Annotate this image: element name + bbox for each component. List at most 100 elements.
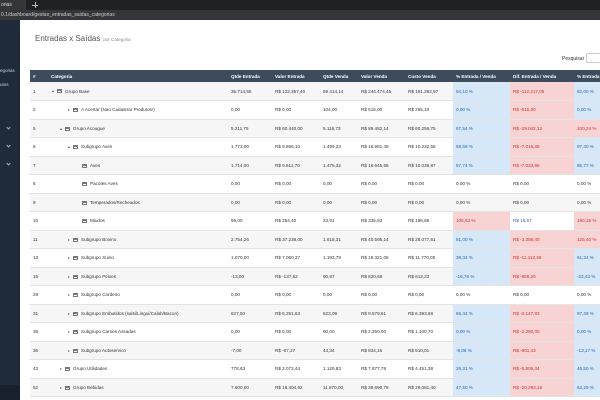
- category-icon: [73, 274, 78, 279]
- category-cell: Grupo Base: [48, 82, 228, 101]
- sidebar-chevron[interactable]: [6, 161, 11, 166]
- data-cell: 0,00: [228, 285, 272, 305]
- data-cell: R$ 0,00: [405, 285, 453, 305]
- data-cell: R$ 820,68: [358, 267, 405, 286]
- data-cell: R$ 37.238,00: [272, 230, 320, 249]
- category-name: Subgrupo Embutidos (salsi/Lingui/Calab/B…: [81, 310, 179, 316]
- expand-toggle[interactable]: [60, 127, 62, 130]
- column-header[interactable]: Valor Entrada: [272, 70, 320, 82]
- row-id: 5: [30, 119, 48, 138]
- content: Entradas x Saídas por Categoria Pesquisar…: [20, 20, 600, 400]
- sidebar-footer: [0, 385, 20, 400]
- category-name: Subgrupo Aves: [81, 144, 113, 150]
- address-bar[interactable]: 0.1/dashboard/gestao_entradas_saidas_cat…: [0, 10, 600, 20]
- data-cell: R$ 0,00: [405, 193, 453, 212]
- expand-toggle[interactable]: [68, 257, 70, 260]
- sidebar-chevron[interactable]: [6, 125, 11, 130]
- category-icon: [73, 145, 78, 150]
- expand-toggle[interactable]: [68, 331, 70, 334]
- data-cell: R$ -29.042,12: [510, 119, 574, 138]
- column-header[interactable]: Qtde Venda: [320, 70, 358, 82]
- column-header[interactable]: Qtde Entrada: [228, 70, 272, 82]
- data-cell: R$ 11.770,00: [405, 248, 453, 268]
- category-icon: [65, 385, 70, 390]
- category-icon: [82, 182, 87, 187]
- data-cell: 65,44 %: [453, 304, 510, 323]
- category-cell: Pacotes Aves: [48, 174, 228, 194]
- table-row: 15 Subgrupo Peixes -13,00 R$ -137,52 90,97 R$…: [30, 267, 600, 286]
- expand-toggle[interactable]: [60, 368, 62, 371]
- data-cell: 63,29 %: [574, 378, 600, 397]
- data-cell: R$ 0,00: [510, 174, 574, 194]
- data-cell: 5.211,75: [228, 119, 272, 138]
- column-header[interactable]: #: [30, 70, 48, 82]
- row-id: 10: [30, 211, 48, 231]
- data-cell: 0,00: [320, 193, 358, 212]
- category-cell: Grupo Acougue: [48, 119, 228, 138]
- search-input[interactable]: [586, 53, 600, 63]
- expand-toggle[interactable]: [60, 386, 62, 389]
- row-id: 13: [30, 248, 48, 268]
- data-cell: R$ 10.039,87: [405, 156, 453, 175]
- category-cell: Grupo Bebidas: [48, 378, 228, 397]
- data-cell: 1.714,00: [228, 156, 272, 175]
- category-name: Grupo Base: [65, 88, 90, 94]
- table-row: 36 Subgrupo Autoservico -7,00 R$ -67,27 44,3…: [30, 341, 600, 360]
- header-row: # Categoria Qtde Entrada Valor Entrada Qtde …: [30, 70, 600, 82]
- expand-toggle[interactable]: [68, 294, 70, 297]
- table-row: 29 Subgrupo Cordeiro 0,00 R$ 0,00 0,00 R$ 0,0…: [30, 285, 600, 305]
- data-cell: R$ 40.595,14: [358, 230, 405, 249]
- category-icon: [65, 126, 70, 131]
- expand-toggle[interactable]: [68, 238, 70, 241]
- table-row: 9 Temperados/Recheados 0,00 R$ 0,00 0,00 R$ 0…: [30, 193, 600, 212]
- expand-toggle[interactable]: [68, 275, 70, 278]
- data-cell: 11.870,00: [320, 378, 358, 397]
- expand-toggle[interactable]: [68, 349, 70, 352]
- data-cell: R$ -901,43: [510, 341, 574, 360]
- data-cell: R$ 335,83: [358, 211, 405, 231]
- data-cell: R$ 89.482,14: [358, 119, 405, 138]
- column-header[interactable]: % Entrada: [574, 70, 600, 82]
- category-name: Subgrupo Peixes: [81, 273, 116, 279]
- data-cell: R$ 354,40: [272, 211, 320, 231]
- expand-toggle[interactable]: [68, 312, 70, 315]
- new-tab-button[interactable]: [32, 2, 38, 8]
- row-id: 6: [30, 137, 48, 157]
- data-cell: 57,74 %: [453, 156, 510, 175]
- data-cell: 0,00: [228, 174, 272, 194]
- data-cell: 1.070,00: [228, 248, 272, 268]
- data-cell: R$ 0,00: [272, 322, 320, 342]
- data-cell: R$ 244.474,45: [358, 82, 405, 101]
- sidebar-chevron[interactable]: [6, 143, 11, 148]
- expand-toggle[interactable]: [68, 109, 70, 112]
- data-cell: R$ 18,57: [510, 211, 574, 231]
- data-cell: R$ 0,00: [405, 174, 453, 194]
- sidebar-item[interactable]: egorias: [0, 68, 15, 73]
- column-header[interactable]: Valor Venda: [358, 70, 405, 82]
- data-cell: R$ -11.112,69: [510, 248, 574, 268]
- browser-tab[interactable]: orias: [0, 0, 26, 10]
- category-cell: Subgrupo Peixes: [48, 267, 228, 286]
- expand-toggle[interactable]: [68, 146, 70, 149]
- data-cell: -7,00: [228, 341, 272, 360]
- sidebar: egorias utos: [0, 20, 20, 400]
- category-cell: Subgrupo Aves: [48, 137, 228, 157]
- category-name: Subgrupo Carnes Assadas: [81, 329, 136, 335]
- data-cell: R$ 60.256,75: [405, 119, 453, 138]
- data-cell: 0,00: [228, 100, 272, 120]
- category-name: Subgrupo Autoservico: [81, 347, 126, 353]
- column-header[interactable]: Custo Venda: [405, 70, 453, 82]
- data-cell: R$ 161.292,97: [405, 82, 453, 101]
- table-row: 1 Grupo Base 35.714,55 R$ 132.357,40 59.414,…: [30, 82, 600, 101]
- column-header[interactable]: % Entrada / Venda: [453, 70, 510, 82]
- data-cell: R$ -7.015,39: [510, 137, 574, 157]
- category-name: Grupo Bebidas: [73, 384, 104, 390]
- column-header[interactable]: Dif. Entrada / Venda: [510, 70, 574, 82]
- row-id: 15: [30, 267, 48, 286]
- data-cell: 59.414,14: [320, 82, 358, 101]
- column-header[interactable]: Categoria: [48, 70, 228, 82]
- table-row: 11 Subgrupo Bovino 2.754,26 R$ 37.238,00 1.6…: [30, 230, 600, 249]
- sidebar-item[interactable]: utos: [0, 82, 9, 87]
- expand-toggle[interactable]: [52, 90, 54, 93]
